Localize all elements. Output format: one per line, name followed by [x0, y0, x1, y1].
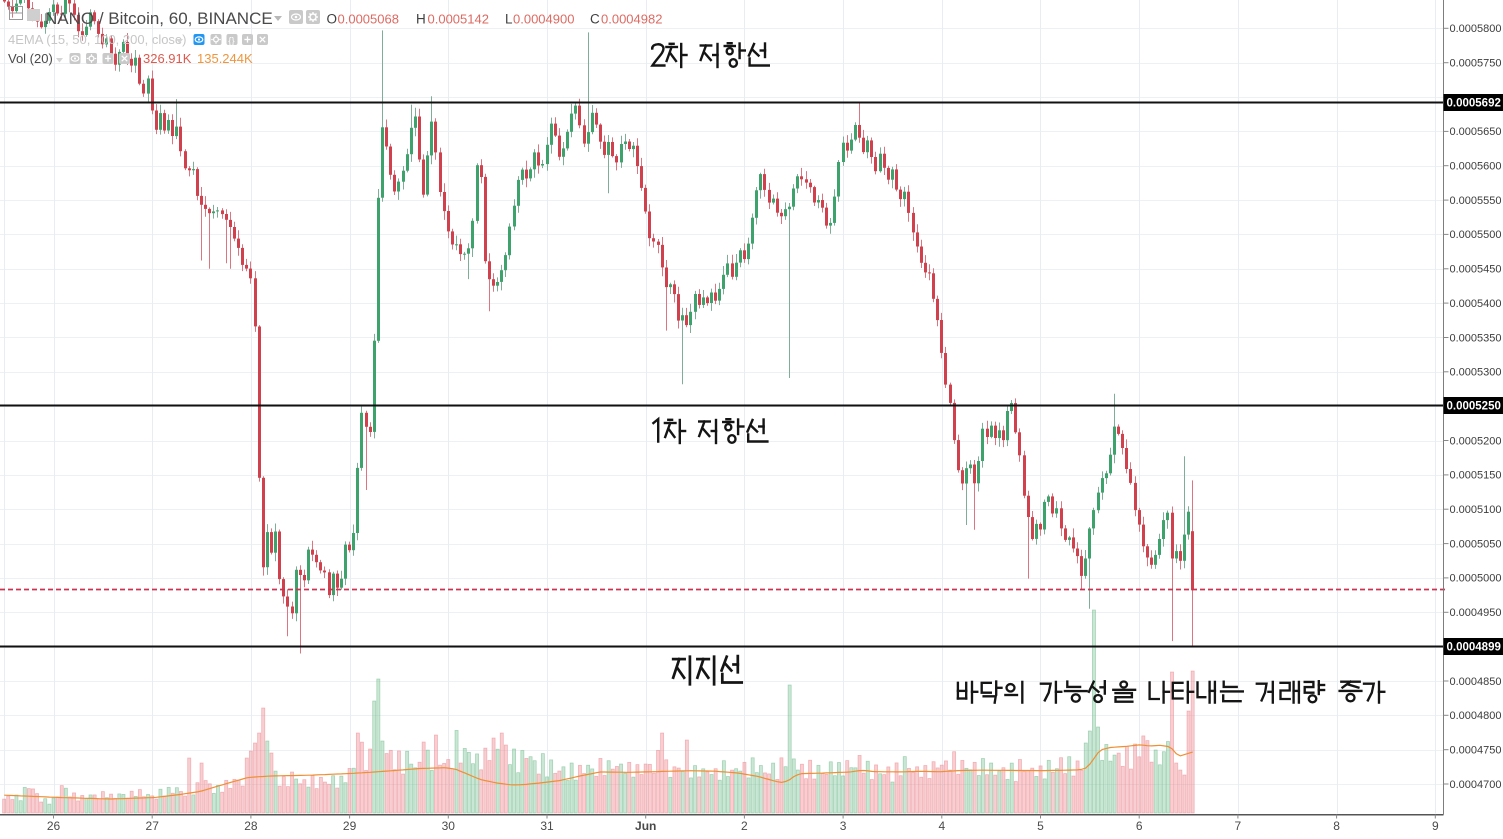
svg-text:H: H: [416, 12, 426, 27]
svg-text:0.0004950: 0.0004950: [1450, 607, 1502, 619]
svg-text:3: 3: [840, 819, 847, 833]
svg-text:0.0004982: 0.0004982: [601, 12, 662, 27]
svg-text:8: 8: [1333, 819, 1340, 833]
svg-text:0.0005550: 0.0005550: [1450, 195, 1502, 207]
svg-text:0.0005450: 0.0005450: [1450, 264, 1502, 276]
svg-text:Jun: Jun: [635, 819, 656, 833]
svg-text:30: 30: [442, 819, 456, 833]
svg-text:0.0005000: 0.0005000: [1450, 573, 1502, 585]
svg-text:326.91K: 326.91K: [143, 51, 192, 66]
svg-text:135.244K: 135.244K: [197, 51, 253, 66]
svg-text:0.0005600: 0.0005600: [1450, 161, 1502, 173]
svg-text:0.0005350: 0.0005350: [1450, 332, 1502, 344]
svg-text:0.0005800: 0.0005800: [1450, 23, 1502, 35]
svg-text:0.0005050: 0.0005050: [1450, 538, 1502, 550]
svg-text:0.0004900: 0.0004900: [513, 12, 574, 27]
svg-text:0.0005750: 0.0005750: [1450, 58, 1502, 70]
svg-text:0.0004899: 0.0004899: [1447, 642, 1501, 654]
svg-text:6: 6: [1136, 819, 1143, 833]
svg-text:0.0004850: 0.0004850: [1450, 676, 1502, 688]
svg-text:0.0005150: 0.0005150: [1450, 470, 1502, 482]
svg-text:4: 4: [938, 819, 945, 833]
svg-text:{}: {}: [228, 35, 234, 46]
svg-text:29: 29: [343, 819, 357, 833]
svg-text:0.0004700: 0.0004700: [1450, 779, 1502, 791]
svg-text:9: 9: [1432, 819, 1439, 833]
svg-text:0.0005400: 0.0005400: [1450, 298, 1502, 310]
svg-text:27: 27: [146, 819, 160, 833]
svg-text:4EMA (15, 50, 100, 200, close): 4EMA (15, 50, 100, 200, close): [8, 32, 187, 47]
svg-text:0.0005692: 0.0005692: [1447, 98, 1501, 110]
svg-text:5: 5: [1037, 819, 1044, 833]
svg-text:0.0004750: 0.0004750: [1450, 745, 1502, 757]
svg-text:L: L: [505, 12, 513, 27]
svg-text:O: O: [327, 12, 338, 27]
svg-text:26: 26: [47, 819, 61, 833]
svg-text:C: C: [590, 12, 600, 27]
svg-text:28: 28: [244, 819, 258, 833]
svg-text:Vol (20): Vol (20): [8, 51, 53, 66]
svg-text:7: 7: [1235, 819, 1242, 833]
svg-text:0.0004800: 0.0004800: [1450, 710, 1502, 722]
svg-text:2: 2: [741, 819, 748, 833]
svg-text:0.0005650: 0.0005650: [1450, 126, 1502, 138]
svg-text:0.0005300: 0.0005300: [1450, 367, 1502, 379]
svg-text:31: 31: [540, 819, 554, 833]
svg-text:0.0005142: 0.0005142: [428, 12, 489, 27]
svg-text:NANO / Bitcoin, 60, BINANCE: NANO / Bitcoin, 60, BINANCE: [45, 9, 273, 28]
svg-text:0.0005500: 0.0005500: [1450, 229, 1502, 241]
svg-text:0.0005250: 0.0005250: [1447, 401, 1501, 413]
svg-text:0.0005068: 0.0005068: [338, 12, 399, 27]
svg-text:0.0005100: 0.0005100: [1450, 504, 1502, 516]
svg-text:0.0005200: 0.0005200: [1450, 435, 1502, 447]
